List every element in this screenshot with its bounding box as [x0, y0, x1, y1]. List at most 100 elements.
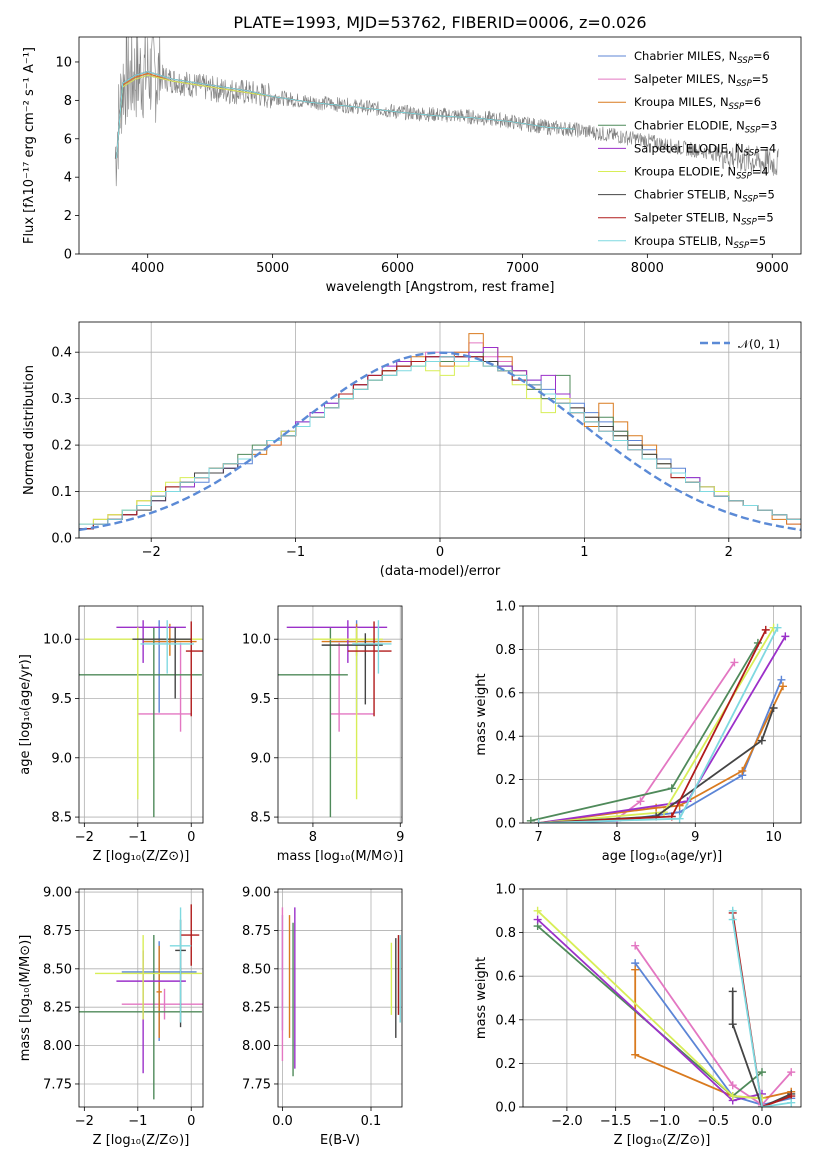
plot-area-weight_vs_age	[526, 623, 790, 823]
plot-area-mass_vs_Z	[79, 904, 203, 1100]
x-axis-label: wavelength [Angstrom, rest frame]	[326, 280, 555, 295]
y-tick-label: 0.0	[495, 1101, 516, 1116]
legend-label: Salpeter STELIB, NSSP=5	[634, 211, 774, 228]
y-tick-label: 8.5	[250, 811, 271, 826]
weight-marker	[526, 816, 535, 823]
y-tick-label: 0.2	[495, 773, 516, 788]
plot-area-spectrum	[114, 37, 779, 187]
x-tick-label: 0	[436, 545, 444, 560]
axes-frame	[522, 888, 802, 1108]
weight-marker	[728, 906, 737, 915]
y-axis-label: mass [log₁₀(M/M⊙)]	[18, 935, 33, 1062]
x-tick-label: 8000	[631, 261, 664, 276]
weight-line-9	[538, 627, 779, 823]
legend-label: Kroupa ELODIE, NSSP=4	[634, 165, 769, 182]
y-tick-label: 0.0	[51, 532, 72, 547]
y-tick-label: 8.25	[43, 1001, 72, 1016]
model-line-9	[115, 71, 575, 159]
legend-label: Kroupa STELIB, NSSP=5	[634, 234, 766, 251]
weight-marker	[534, 819, 543, 823]
weight-marker	[757, 1103, 766, 1107]
weight-marker	[730, 658, 739, 667]
y-tick-label: 0.4	[495, 1013, 516, 1028]
x-tick-label: 9000	[756, 261, 789, 276]
x-tick-label: 9	[396, 830, 404, 845]
x-axis-label: Z [log₁₀(Z/Z⊙)]	[93, 1133, 190, 1148]
axes-frame	[522, 605, 802, 824]
legend-label: Chabrier STELIB, NSSP=5	[634, 188, 775, 205]
x-tick-label: 0	[187, 830, 195, 845]
axes-frame	[78, 605, 204, 824]
x-tick-label: 8	[613, 830, 621, 845]
y-tick-label: 9.00	[43, 886, 72, 901]
x-tick-label: 0.1	[361, 1114, 382, 1129]
weight-line-5	[536, 918, 763, 1102]
x-axis-label: mass [log₁₀(M/M⊙)]	[277, 849, 404, 864]
x-tick-label: 6000	[381, 261, 414, 276]
legend-label: Chabrier ELODIE, NSSP=3	[634, 118, 777, 135]
x-tick-label: 9	[691, 830, 699, 845]
y-tick-label: 0.2	[495, 1057, 516, 1072]
weight-marker	[728, 915, 737, 924]
model-line-5	[115, 74, 575, 159]
x-tick-label: 7	[535, 830, 543, 845]
y-tick-label: 0.6	[495, 686, 516, 701]
weight-marker	[761, 625, 770, 634]
x-tick-label: −1.5	[600, 1114, 632, 1129]
x-axis-label: (data-model)/error	[380, 564, 501, 579]
weight-line-9	[731, 910, 792, 1107]
axes-frame	[277, 605, 403, 824]
x-tick-label: 2	[725, 545, 733, 560]
y-tick-label: 0	[64, 248, 72, 263]
legend-label: Kroupa MILES, NSSP=6	[634, 95, 761, 112]
x-tick-label: −1.0	[649, 1114, 681, 1129]
model-line-3	[115, 72, 575, 159]
histogram-9	[79, 356, 801, 538]
y-tick-label: 9.0	[250, 751, 271, 766]
weight-marker	[533, 906, 542, 915]
plot-area-mass_vs_ebv	[281, 907, 401, 1077]
panel-age_vs_Z: −2 −1 0 8.5 9.0 9.5 10.0 Z [log₁₀(Z/Z⊙)] age [lo…	[18, 605, 204, 864]
y-tick-label: 9.0	[51, 751, 72, 766]
y-tick-label: 0.3	[51, 392, 72, 407]
x-tick-label: −1	[286, 545, 305, 560]
x-tick-label: −1	[128, 830, 147, 845]
weight-marker	[757, 1068, 766, 1077]
figure-title: PLATE=1993, MJD=53762, FIBERID=0006, z=0…	[233, 13, 646, 32]
y-tick-label: 8.75	[242, 924, 271, 939]
weight-marker	[667, 784, 676, 793]
weight-marker	[769, 703, 778, 712]
plot-area-residuals	[79, 333, 801, 538]
x-tick-label: 5000	[256, 261, 289, 276]
y-tick-label: 8.5	[51, 811, 72, 826]
y-tick-label: 7.75	[43, 1077, 72, 1092]
weight-marker	[728, 1092, 737, 1101]
x-tick-label: 1	[580, 545, 588, 560]
x-axis-label: Z [log₁₀(Z/Z⊙)]	[93, 849, 190, 864]
model-line-4	[115, 74, 575, 159]
x-tick-label: −0.5	[697, 1114, 729, 1129]
panel-residuals: −2 −1 0 1 2 0.0 0.1 0.2 0.3 0.4 (data-model)/error…	[22, 321, 802, 579]
x-axis-label: age [log₁₀(age/yr)]	[602, 849, 723, 864]
y-axis-label: mass weight	[474, 957, 489, 1039]
panel-weight_vs_Z: −2.0 −1.5 −1.0 −0.5 0.0 0.0 0.2 0.4 0.6 0.8 1.0 Z […	[474, 883, 802, 1148]
y-tick-label: 8.25	[242, 1001, 271, 1016]
x-tick-label: −2.0	[551, 1114, 583, 1129]
model-line-7	[115, 71, 575, 159]
x-tick-label: 0.0	[272, 1114, 293, 1129]
weight-line-2	[634, 945, 792, 1106]
plot-area-age_vs_Z	[79, 620, 203, 818]
legend-label: Chabrier MILES, NSSP=6	[634, 49, 770, 66]
panel-mass_vs_ebv: 0.0 0.1 7.75 8.00 8.25 8.50 8.75 9.00 E(B-V)	[242, 886, 403, 1148]
gaussian-curve	[79, 351, 801, 532]
weight-marker	[636, 797, 645, 806]
y-tick-label: 8.00	[43, 1039, 72, 1054]
y-tick-label: 10	[55, 55, 72, 70]
weight-marker	[675, 814, 684, 823]
weight-marker	[728, 987, 737, 996]
weight-marker	[631, 1050, 640, 1059]
panel-weight_vs_age: 7 8 9 10 0.0 0.2 0.4 0.6 0.8 1.0 age [log₁₀(age/yr…	[474, 600, 802, 864]
weight-line-1	[538, 679, 783, 823]
weight-marker	[787, 1098, 796, 1107]
